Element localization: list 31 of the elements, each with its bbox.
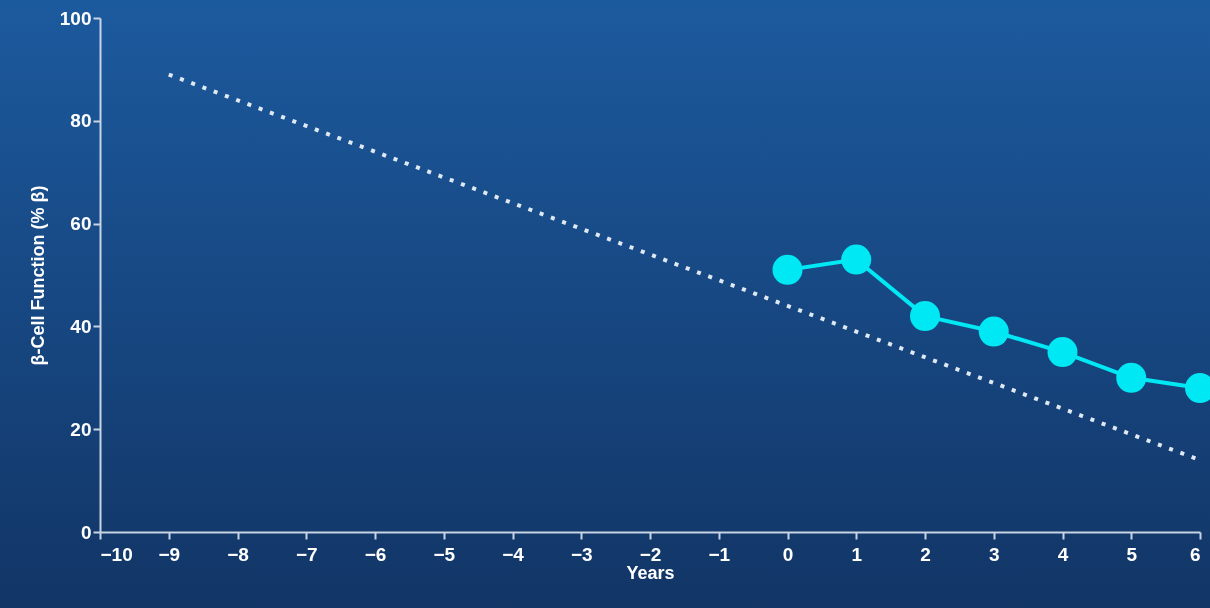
x-tick-label: 2 — [920, 543, 931, 565]
y-tick-label: 20 — [70, 418, 92, 440]
x-tick-label: 6 — [1189, 543, 1201, 565]
y-tick-label: 0 — [80, 521, 92, 543]
y-tick-label: 80 — [70, 110, 92, 132]
point — [841, 244, 872, 275]
x-tick-label: −3 — [570, 543, 593, 565]
x-tick-label: −8 — [227, 543, 249, 565]
y-tick-label: 60 — [70, 213, 92, 235]
x-tick-label: 4 — [1057, 543, 1069, 565]
x-tick-label: −4 — [502, 543, 525, 565]
x-tick-label: −9 — [158, 543, 181, 565]
x-tick-label: 5 — [1126, 543, 1138, 565]
y-axis-title: β-Cell Function (% β) — [27, 185, 48, 366]
x-tick-label: 1 — [851, 543, 863, 565]
x-tick-label: 0 — [782, 543, 794, 565]
x-tick-label: −1 — [708, 543, 731, 565]
x-tick-label: 3 — [988, 543, 1000, 565]
y-tick-label: 100 — [59, 7, 92, 29]
x-axis-title: Years — [626, 562, 675, 583]
y-tick-label: 40 — [70, 315, 92, 337]
x-tick-label: −7 — [295, 543, 318, 565]
point — [978, 316, 1009, 347]
point — [1047, 337, 1078, 368]
x-tick-label: −2 — [639, 543, 662, 565]
x-tick-label: −5 — [433, 543, 456, 565]
point — [910, 301, 940, 332]
x-tick-label: −10 — [100, 543, 133, 565]
x-tick-label: −6 — [364, 543, 387, 565]
point — [772, 254, 803, 285]
point — [1116, 362, 1147, 393]
